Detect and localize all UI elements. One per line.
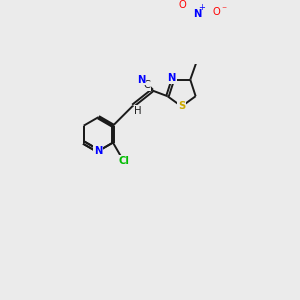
Text: S: S	[178, 101, 185, 111]
Text: N: N	[137, 75, 146, 85]
Text: N: N	[94, 146, 103, 156]
Text: C: C	[143, 80, 150, 90]
Text: Cl: Cl	[118, 156, 129, 166]
Text: N: N	[193, 9, 202, 19]
Text: H: H	[134, 106, 142, 116]
Text: N: N	[167, 74, 176, 83]
Text: O: O	[178, 0, 186, 11]
Text: ⁻: ⁻	[221, 5, 226, 15]
Text: +: +	[199, 4, 206, 13]
Text: O: O	[212, 7, 220, 17]
